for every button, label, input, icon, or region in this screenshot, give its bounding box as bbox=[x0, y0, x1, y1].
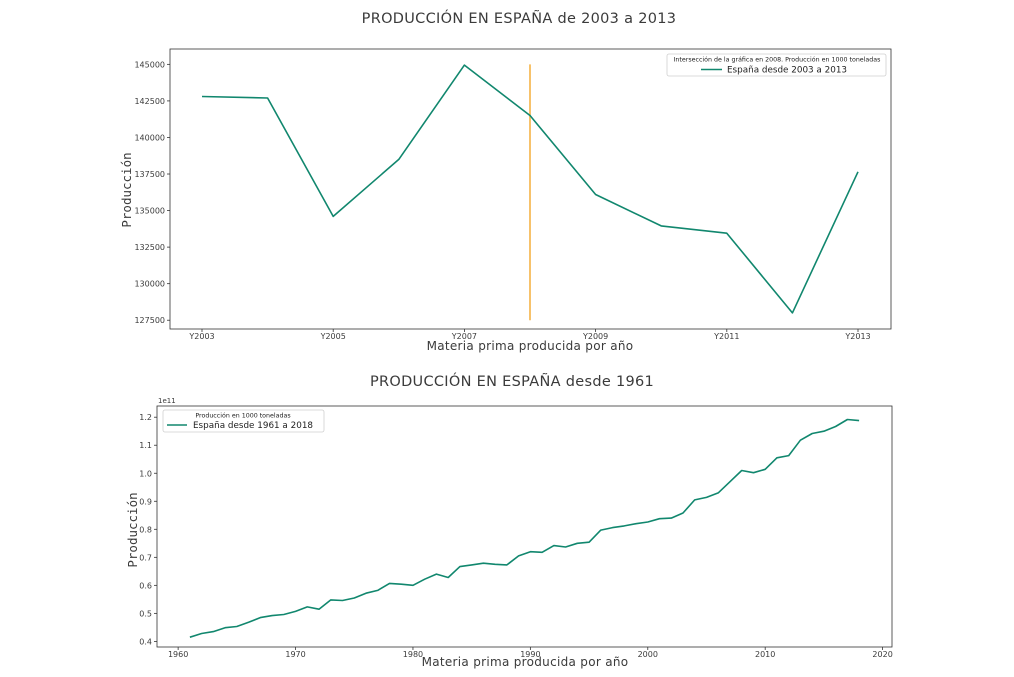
chart-2-y-tick-label: 0.8 bbox=[139, 525, 152, 534]
chart-2-x-axis-label: Materia prima producida por año bbox=[422, 655, 629, 669]
chart-1-legend-entry: España desde 2003 a 2013 bbox=[727, 66, 847, 76]
chart-2-y-tick-label: 0.6 bbox=[139, 581, 152, 590]
chart-1-x-axis-label: Materia prima producida por año bbox=[427, 339, 634, 353]
chart-2-y-ticks: 0.4 0.5 0.6 0.7 0.8 0.9 1.0 1.1 1.2 bbox=[139, 413, 157, 646]
chart-1-y-tick-label: 137500 bbox=[134, 170, 165, 179]
chart-1-x-tick-label: Y2007 bbox=[451, 332, 477, 341]
chart-2-y-tick-label: 1.2 bbox=[139, 413, 152, 422]
chart-2-legend-entry: España desde 1961 a 2018 bbox=[193, 421, 313, 431]
chart-2-series-line bbox=[189, 418, 860, 638]
chart-2-x-tick-label: 2020 bbox=[872, 650, 892, 659]
chart-1: PRODUCCIÓN EN ESPAÑA de 2003 a 2013 1275… bbox=[119, 9, 892, 353]
chart-1-y-tick-label: 130000 bbox=[134, 280, 165, 289]
chart-2-y-tick-label: 0.7 bbox=[139, 553, 152, 562]
chart-1-y-ticks: 127500 130000 132500 135000 137500 140000 1425… bbox=[134, 60, 170, 325]
chart-1-y-axis-label: Producción bbox=[119, 152, 134, 227]
chart-2-y-tick-label: 0.9 bbox=[139, 497, 152, 506]
chart-1-y-tick-label: 142500 bbox=[134, 97, 165, 106]
chart-2-plot-area bbox=[156, 405, 893, 648]
chart-1-x-tick-label: Y2003 bbox=[188, 332, 214, 341]
chart-1-x-tick-label: Y2013 bbox=[844, 332, 870, 341]
chart-2: PRODUCCIÓN EN ESPAÑA desde 1961 1e11 0.4… bbox=[125, 372, 893, 669]
chart-1-legend: Intersección de la gráfica en 2008. Prod… bbox=[666, 53, 887, 77]
chart-1-y-tick-label: 132500 bbox=[134, 243, 165, 252]
chart-2-y-offset-label: 1e11 bbox=[158, 397, 176, 405]
chart-2-x-tick-label: 1980 bbox=[403, 650, 423, 659]
chart-2-x-tick-label: 2000 bbox=[638, 650, 658, 659]
chart-2-title: PRODUCCIÓN EN ESPAÑA desde 1961 bbox=[370, 372, 654, 390]
chart-2-legend-title: Producción en 1000 toneladas bbox=[195, 412, 290, 420]
chart-1-x-tick-label: Y2009 bbox=[582, 332, 608, 341]
chart-1-series-line bbox=[201, 64, 859, 314]
chart-2-x-tick-label: 2010 bbox=[755, 650, 775, 659]
chart-1-legend-box bbox=[666, 53, 887, 77]
chart-1-y-tick-label: 140000 bbox=[134, 133, 165, 142]
chart-2-x-tick-label: 1990 bbox=[520, 650, 540, 659]
chart-2-y-tick-label: 0.5 bbox=[139, 609, 152, 618]
chart-2-y-axis-label: Producción bbox=[125, 492, 140, 567]
chart-1-plot-area bbox=[169, 48, 892, 330]
chart-1-y-tick-label: 127500 bbox=[134, 316, 165, 325]
chart-2-legend: Producción en 1000 toneladas España desd… bbox=[162, 409, 325, 433]
chart-2-y-tick-label: 1.0 bbox=[139, 469, 152, 478]
chart-1-x-tick-label: Y2005 bbox=[320, 332, 346, 341]
chart-2-x-ticks: 1960 1970 1980 1990 2000 2010 2020 bbox=[168, 647, 893, 659]
chart-1-y-tick-label: 135000 bbox=[134, 207, 165, 216]
chart-1-legend-title: Intersección de la gráfica en 2008. Prod… bbox=[674, 56, 881, 64]
chart-1-x-ticks: Y2003 Y2005 Y2007 Y2009 Y2011 Y2013 bbox=[188, 329, 871, 341]
chart-1-title: PRODUCCIÓN EN ESPAÑA de 2003 a 2013 bbox=[362, 9, 677, 27]
chart-1-x-tick-label: Y2011 bbox=[713, 332, 739, 341]
chart-2-y-tick-label: 0.4 bbox=[139, 637, 152, 646]
chart-2-x-tick-label: 1970 bbox=[285, 650, 305, 659]
chart-2-x-tick-label: 1960 bbox=[168, 650, 188, 659]
chart-2-y-tick-label: 1.1 bbox=[139, 441, 152, 450]
chart-1-y-tick-label: 145000 bbox=[134, 60, 165, 69]
chart-2-legend-box bbox=[162, 409, 325, 433]
